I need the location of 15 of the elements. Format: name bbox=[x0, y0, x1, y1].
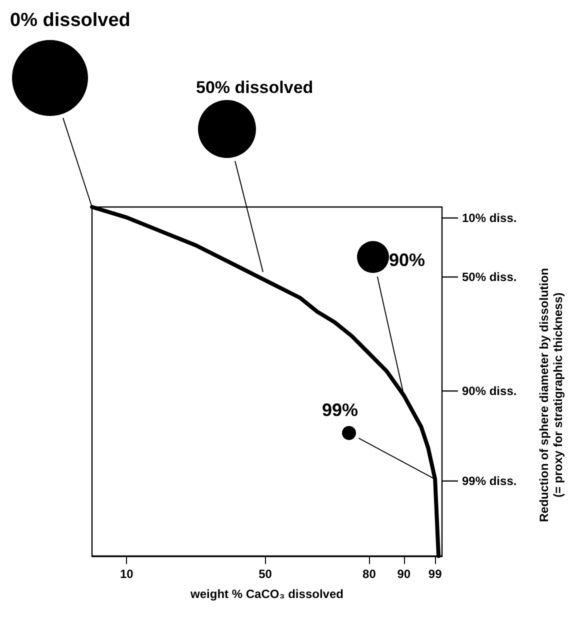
x-tick-label: 50 bbox=[258, 567, 272, 581]
text: 0% dissolved bbox=[10, 10, 130, 31]
x-tick-label: 10 bbox=[120, 567, 134, 581]
text: 10% diss. bbox=[462, 211, 517, 225]
x-tick-label: 99 bbox=[428, 567, 442, 581]
x-tick-label: 80 bbox=[362, 567, 376, 581]
text: 50% dissolved bbox=[196, 78, 314, 97]
text: 50% diss. bbox=[462, 270, 517, 284]
x-axis-title: weight % CaCO₃ dissolved bbox=[190, 587, 344, 601]
x-tick-label: 90 bbox=[397, 567, 411, 581]
text: 90% diss. bbox=[462, 384, 517, 398]
text: 99% diss. bbox=[462, 474, 517, 488]
annotation: 99% bbox=[322, 400, 358, 420]
text: Reduction of sphere diameter by dissolution (= proxy for stratigraphic thickness) bbox=[537, 268, 565, 522]
annotation: 90% bbox=[389, 250, 426, 270]
